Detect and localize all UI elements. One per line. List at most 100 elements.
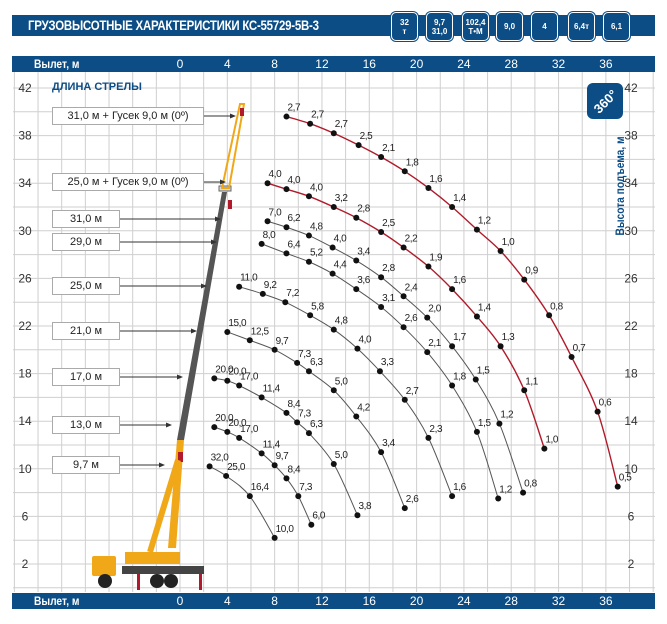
load-point bbox=[308, 521, 315, 528]
load-value-label: 6,3 bbox=[310, 357, 324, 368]
load-point bbox=[425, 263, 432, 270]
y-tick-label-right: 30 bbox=[624, 224, 638, 238]
crane-turret bbox=[125, 552, 180, 564]
load-value-label: 3,8 bbox=[358, 501, 372, 512]
load-value-label: 20,0 bbox=[228, 367, 247, 378]
load-point bbox=[330, 326, 337, 333]
icon-value: Т•М bbox=[468, 26, 483, 36]
load-value-label: 17,0 bbox=[240, 424, 259, 435]
load-point bbox=[271, 346, 278, 353]
load-point bbox=[496, 420, 503, 427]
x-tick-label: 16 bbox=[362, 57, 376, 71]
load-point bbox=[497, 248, 504, 255]
load-value-label: 7,3 bbox=[298, 349, 312, 360]
load-value-label: 4,8 bbox=[310, 222, 324, 233]
load-point bbox=[294, 419, 301, 426]
load-point bbox=[401, 168, 408, 175]
header-bar: ГРУЗОВЫСОТНЫЕ ХАРАКТЕРИСТИКИ КС-55729-5В… bbox=[12, 15, 655, 36]
load-value-label: 1,4 bbox=[478, 302, 492, 313]
load-value-label: 1,6 bbox=[453, 275, 467, 286]
load-value-label: 2,4 bbox=[405, 282, 419, 293]
load-value-label: 9,2 bbox=[264, 280, 278, 291]
x-tick-label: 28 bbox=[504, 594, 518, 608]
load-point bbox=[295, 493, 302, 500]
load-curve-0 bbox=[286, 115, 619, 487]
load-value-label: 2,7 bbox=[335, 119, 349, 130]
load-value-label: 1,0 bbox=[545, 435, 559, 446]
load-point bbox=[521, 387, 528, 394]
arrow-head-icon bbox=[191, 328, 197, 334]
sections-icon: 4 bbox=[531, 12, 558, 41]
load-point bbox=[258, 240, 265, 247]
load-point bbox=[353, 214, 360, 221]
load-point bbox=[424, 314, 431, 321]
load-point bbox=[264, 180, 271, 187]
x-tick-label: 0 bbox=[176, 594, 184, 608]
x-axis-label-top: Вылет, м bbox=[34, 57, 80, 71]
load-point bbox=[614, 483, 621, 490]
outrigger bbox=[137, 574, 140, 590]
load-point bbox=[401, 396, 408, 403]
load-value-label: 20,0 bbox=[228, 418, 247, 429]
load-value-label: 2,5 bbox=[382, 218, 396, 229]
load-value-label: 4,0 bbox=[269, 169, 283, 180]
boom-length-title: ДЛИНА СТРЕЛЫ bbox=[52, 81, 142, 93]
y-tick-label-left: 18 bbox=[18, 367, 32, 381]
load-point bbox=[354, 345, 361, 352]
x-tick-label: 12 bbox=[315, 594, 329, 608]
boom-length-label: 9,7 м bbox=[52, 456, 120, 474]
icon-value: 32 bbox=[400, 17, 409, 27]
icon-value: 31,0 bbox=[431, 26, 448, 36]
load-point bbox=[449, 343, 456, 350]
x-axis-label-bottom: Вылет, м bbox=[34, 594, 80, 608]
load-value-label: 20,0 bbox=[215, 413, 234, 424]
load-point bbox=[449, 493, 456, 500]
x-tick-label: 12 bbox=[315, 57, 329, 71]
load-value-label: 2,1 bbox=[382, 143, 396, 154]
load-point bbox=[425, 184, 432, 191]
y-tick-label-left: 30 bbox=[18, 224, 32, 238]
load-value-label: 16,4 bbox=[251, 482, 270, 493]
load-point bbox=[400, 244, 407, 251]
x-tick-label: 8 bbox=[271, 594, 278, 608]
boom-lift-cylinder bbox=[147, 459, 181, 553]
load-value-label: 5,0 bbox=[335, 450, 349, 461]
jib bbox=[220, 103, 246, 189]
y-tick-label-left: 26 bbox=[18, 271, 32, 285]
load-value-label: 10,0 bbox=[276, 524, 295, 535]
telescopic-boom-icon: 9,7 31,0 bbox=[426, 12, 453, 41]
icon-value: 9,7 bbox=[433, 17, 446, 27]
x-tick-label: 20 bbox=[409, 594, 424, 608]
y-tick-label-right: 14 bbox=[624, 414, 638, 428]
y-tick-label-right: 10 bbox=[624, 462, 638, 476]
load-value-label: 4,8 bbox=[335, 316, 349, 327]
jib-hook-icon bbox=[240, 108, 244, 116]
load-point bbox=[497, 343, 504, 350]
x-tick-label: 24 bbox=[457, 57, 471, 71]
load-point bbox=[305, 368, 312, 375]
y-tick-label-left: 38 bbox=[18, 129, 32, 143]
y-tick-label-left: 10 bbox=[18, 462, 32, 476]
y-axis-label: Высота подъема, м bbox=[613, 136, 627, 236]
rotation-360-badge: 360° bbox=[587, 83, 623, 119]
load-point bbox=[401, 505, 408, 512]
load-point bbox=[355, 142, 362, 149]
icon-value: 9,0 bbox=[503, 22, 516, 31]
x-tick-label: 32 bbox=[551, 57, 566, 71]
load-point bbox=[329, 244, 336, 251]
x-tick-label: 0 bbox=[176, 57, 184, 71]
load-point bbox=[224, 377, 231, 384]
icon-value: 102,4 bbox=[465, 17, 486, 27]
icon-value: 6,1 bbox=[610, 22, 623, 31]
outrigger bbox=[199, 574, 202, 590]
load-value-label: 1,2 bbox=[499, 485, 513, 496]
x-tick-label: 24 bbox=[457, 594, 471, 608]
load-value-label: 12,5 bbox=[251, 326, 270, 337]
load-point bbox=[329, 270, 336, 277]
arrow-head-icon bbox=[230, 113, 236, 119]
y-tick-label-right: 26 bbox=[624, 271, 638, 285]
load-value-label: 4,0 bbox=[287, 175, 301, 186]
y-tick-label-right: 22 bbox=[624, 319, 638, 333]
icon-value: 4 bbox=[542, 22, 547, 31]
load-value-label: 20,0 bbox=[215, 364, 234, 375]
